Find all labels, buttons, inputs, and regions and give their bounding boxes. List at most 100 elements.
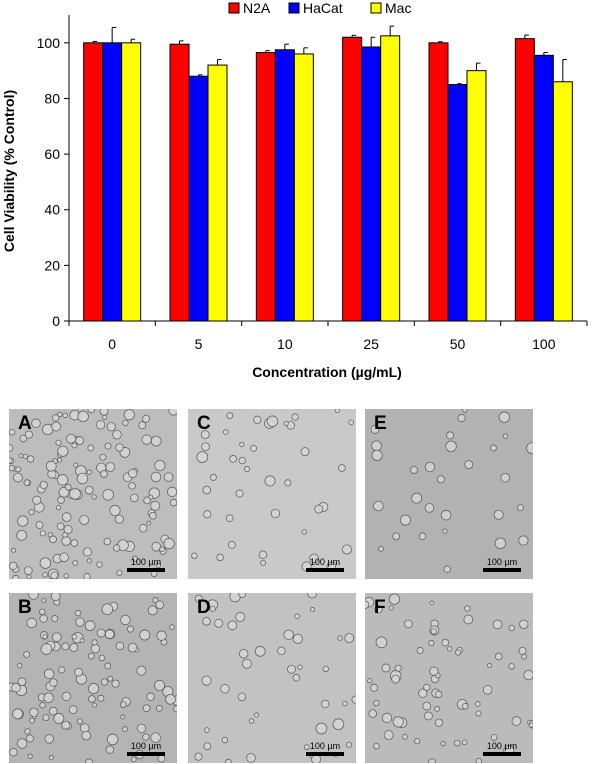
cell: [87, 444, 95, 452]
cell: [475, 710, 482, 717]
cell: [56, 522, 65, 531]
cell: [461, 739, 468, 746]
cell: [394, 664, 402, 672]
cell: [150, 732, 161, 743]
cell: [120, 701, 127, 708]
cell: [294, 613, 301, 620]
cell: [12, 574, 20, 579]
cell: [429, 666, 439, 676]
cell: [348, 419, 354, 426]
cell: [216, 553, 224, 562]
cell: [235, 489, 244, 498]
cell: [283, 629, 294, 640]
cell: [96, 420, 106, 430]
cell: [84, 620, 96, 632]
scale-label: 100 µm: [309, 557, 341, 567]
cell: [26, 574, 32, 579]
cell: [150, 435, 162, 447]
cell: [40, 643, 53, 655]
cell: [370, 424, 380, 434]
cell: [428, 640, 435, 647]
cell: [29, 707, 39, 718]
cell: [86, 469, 92, 475]
cell: [424, 503, 435, 513]
cell: [126, 625, 135, 633]
x-tick-label: 50: [450, 336, 466, 352]
cell: [402, 734, 408, 740]
cell: [374, 605, 383, 614]
cell: [127, 468, 138, 479]
scale-bar: 100 µm: [483, 557, 521, 572]
y-tick-label: 40: [44, 202, 60, 218]
legend-swatch: [288, 2, 300, 14]
cell: [16, 663, 23, 669]
cell: [300, 447, 310, 457]
scale-bar: 100 µm: [306, 741, 344, 756]
cell: [115, 443, 124, 452]
cell: [461, 702, 469, 710]
cell: [168, 409, 177, 416]
cell: [96, 628, 106, 638]
cell: [79, 638, 85, 644]
cell: [105, 462, 116, 472]
cell: [136, 665, 147, 676]
cell: [42, 634, 48, 640]
x-tick-label: 5: [195, 336, 203, 352]
cell: [209, 605, 216, 612]
cell: [260, 559, 267, 566]
cell: [253, 415, 262, 424]
cell: [424, 461, 436, 473]
cell: [203, 742, 212, 751]
cell: [112, 429, 122, 440]
cell: [44, 734, 54, 744]
cell: [69, 488, 81, 500]
scale-label: 100 µm: [486, 741, 518, 751]
cell: [500, 473, 510, 483]
cell: [498, 411, 510, 423]
cell: [445, 440, 457, 453]
cell: [64, 483, 72, 491]
x-tick-label: 0: [108, 336, 116, 352]
cell: [58, 666, 66, 674]
cell: [100, 470, 108, 478]
cell: [23, 479, 31, 486]
cell: [518, 646, 527, 655]
cell: [528, 722, 533, 728]
cell: [482, 685, 493, 695]
cell: [237, 692, 247, 702]
cell: [31, 418, 41, 429]
cell: [191, 552, 198, 559]
cell: [227, 620, 238, 631]
cell: [400, 514, 411, 526]
cell: [88, 695, 96, 703]
cell: [309, 553, 319, 564]
cell: [440, 509, 452, 521]
cell: [39, 557, 52, 569]
cell: [423, 683, 431, 692]
cell: [61, 512, 72, 522]
cell: [388, 593, 401, 605]
cell: [475, 757, 483, 763]
cell: [371, 440, 382, 452]
cell: [493, 509, 504, 520]
bar-mac-100: [552, 81, 573, 322]
cell: [86, 558, 92, 564]
cell: [103, 537, 112, 546]
bar-hacat-0: [102, 42, 123, 322]
cell: [365, 600, 370, 609]
legend-swatch: [370, 2, 382, 14]
cell: [112, 544, 121, 552]
cell: [225, 514, 234, 523]
cell: [131, 555, 138, 562]
cell: [454, 649, 462, 656]
cell: [173, 705, 177, 713]
cell: [39, 608, 46, 616]
bar-n2a-100: [514, 38, 535, 322]
bar-chart: N2A HaCat Mac 0 20 40 60 80 100 0 5 10 25 50 100 Cell…: [1, 0, 588, 380]
cell: [120, 714, 126, 720]
cell: [26, 617, 37, 629]
cell: [111, 679, 120, 688]
cell: [315, 722, 328, 735]
cell: [238, 649, 249, 659]
bar-mac-5: [207, 64, 228, 322]
